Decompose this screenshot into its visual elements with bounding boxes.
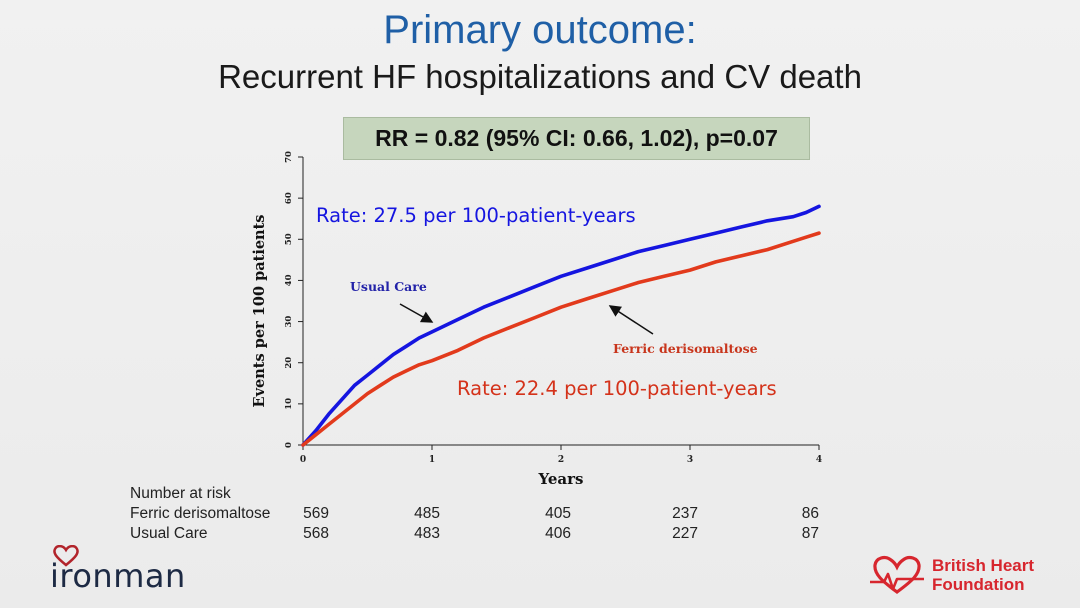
- y-tick-label: 40: [284, 274, 294, 286]
- usual-care-series-label: Usual Care: [350, 279, 427, 294]
- slide-subtitle: Recurrent HF hospitalizations and CV dea…: [218, 58, 862, 95]
- x-tick-label: 0: [300, 455, 306, 465]
- risk-cell: 87: [801, 525, 819, 542]
- risk-cell: 568: [303, 525, 329, 542]
- bhf-logo: British Heart Foundation: [868, 552, 1068, 600]
- risk-cell: 86: [801, 505, 819, 522]
- x-tick-label: 4: [816, 455, 822, 465]
- heart-icon: [53, 545, 79, 567]
- bhf-line-1: British Heart: [932, 556, 1035, 575]
- x-tick-label: 3: [687, 455, 693, 465]
- risk-cell: 406: [545, 525, 571, 542]
- y-axis-title: Events per 100 patients: [251, 215, 268, 408]
- risk-row-label-ferric: Ferric derisomaltose: [130, 505, 271, 522]
- y-tick-label: 0: [284, 442, 294, 448]
- usual-care-arrow: [399, 303, 434, 323]
- y-tick-label: 50: [284, 233, 294, 245]
- y-tick-label: 60: [284, 192, 294, 204]
- bhf-line-2: Foundation: [932, 575, 1025, 594]
- risk-cell: 485: [414, 505, 440, 522]
- risk-cell: 227: [672, 525, 698, 542]
- rr-result-box: RR = 0.82 (95% CI: 0.66, 1.02), p=0.07: [343, 117, 810, 160]
- rr-result-text: RR = 0.82 (95% CI: 0.66, 1.02), p=0.07: [375, 125, 778, 151]
- y-tick-label: 70: [284, 151, 294, 163]
- rate-usual-care-label: Rate: 27.5 per 100-patient-years: [316, 204, 636, 227]
- slide-title: Primary outcome:: [383, 8, 697, 52]
- risk-cell: 237: [672, 505, 698, 522]
- ferric-arrow: [608, 305, 654, 335]
- y-tick-label: 20: [284, 357, 294, 369]
- risk-cell: 483: [414, 525, 440, 542]
- risk-cell: 405: [545, 505, 571, 522]
- x-tick-label: 1: [429, 455, 435, 465]
- ferric-series-label: Ferric derisomaltose: [613, 341, 758, 356]
- risk-table-title: Number at risk: [130, 485, 231, 502]
- y-tick-label: 30: [284, 316, 294, 328]
- risk-row-label-usual: Usual Care: [130, 525, 208, 542]
- x-tick-label: 2: [558, 455, 564, 465]
- series-line-usual-care: [301, 204, 821, 447]
- x-axis-title: Years: [537, 470, 583, 488]
- y-tick-label: 10: [284, 398, 294, 410]
- rate-ferric-label: Rate: 22.4 per 100-patient-years: [457, 377, 777, 400]
- ironman-wordmark: ironman: [50, 557, 186, 595]
- risk-cell: 569: [303, 505, 329, 522]
- series-line-ferric-derisomaltose: [301, 231, 821, 447]
- heart-pulse-icon: [870, 555, 924, 594]
